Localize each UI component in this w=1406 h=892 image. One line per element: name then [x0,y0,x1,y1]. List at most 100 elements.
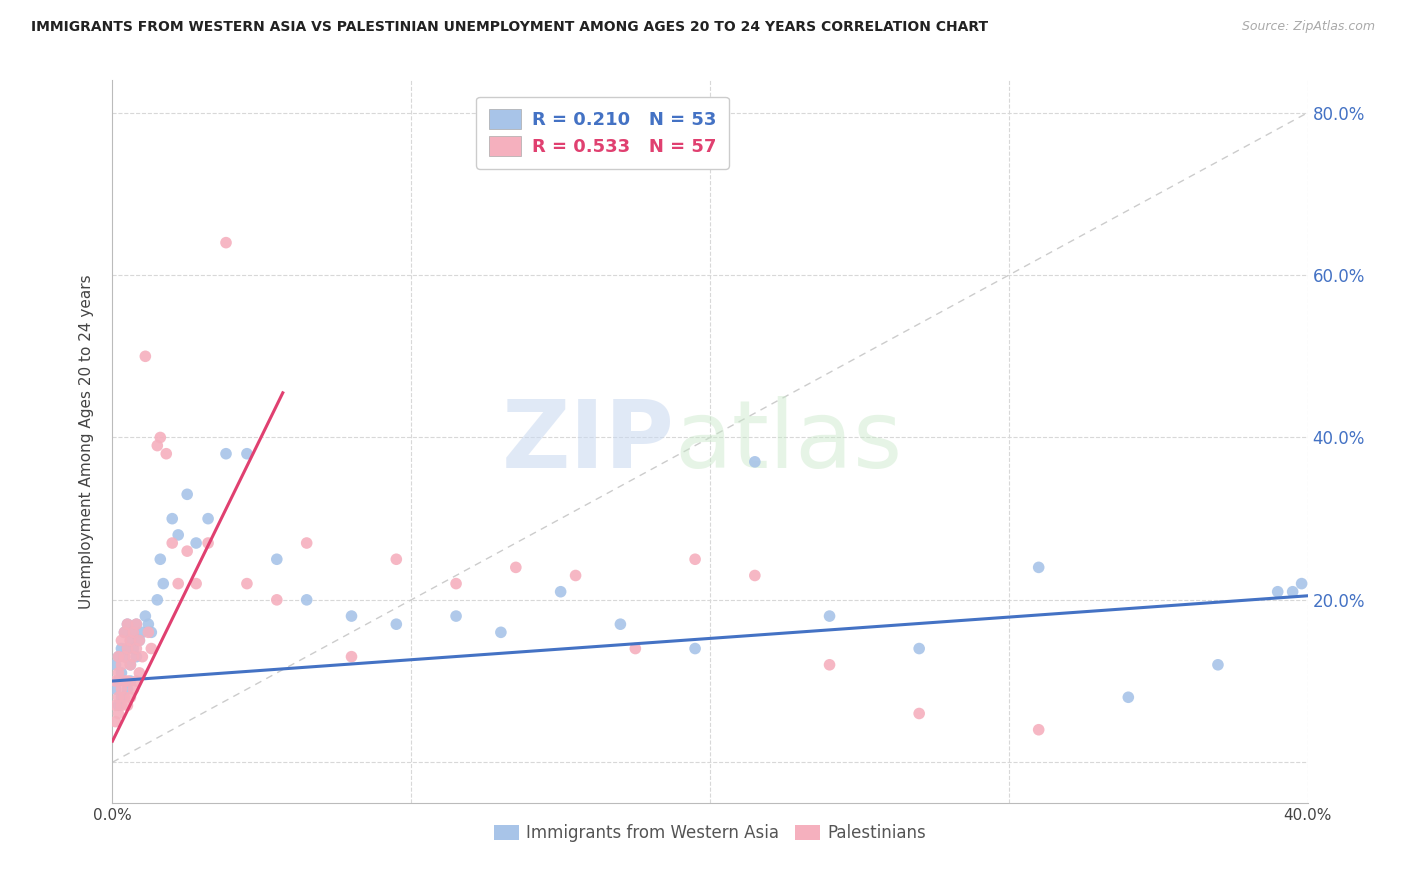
Point [117,673,139,688]
Point [146,592,169,607]
Point [197,511,219,525]
Point [104,682,127,697]
Point [114,625,135,640]
Point [266,592,288,607]
Point [162,511,183,525]
Point [125,649,148,664]
Point [550,584,572,599]
Point [107,698,129,713]
Point [120,673,142,688]
Point [340,649,363,664]
Point [104,657,127,672]
Point [117,617,139,632]
Point [107,649,129,664]
Point [114,649,135,664]
Point [564,568,586,582]
Point [110,698,132,713]
Point [120,657,142,672]
Point [340,609,363,624]
Point [122,649,145,664]
Point [167,528,190,542]
Point [197,536,219,550]
Point [114,673,135,688]
Point [117,698,139,713]
Point [744,568,766,582]
Point [385,552,408,566]
Text: IMMIGRANTS FROM WESTERN ASIA VS PALESTINIAN UNEMPLOYMENT AMONG AGES 20 TO 24 YEA: IMMIGRANTS FROM WESTERN ASIA VS PALESTIN… [31,20,988,34]
Point [128,633,150,648]
Point [117,617,139,632]
Point [110,690,132,705]
Point [134,349,156,363]
Point [444,576,467,591]
Point [489,625,512,640]
Point [176,544,198,558]
Point [1281,584,1303,599]
Point [110,682,132,697]
Point [295,592,318,607]
Point [624,641,647,656]
Point [125,617,148,632]
Point [107,690,129,705]
Point [120,633,142,648]
Point [1118,690,1140,705]
Point [122,682,145,697]
Point [128,633,150,648]
Point [125,641,148,656]
Point [110,633,132,648]
Point [107,665,129,680]
Point [295,536,318,550]
Point [120,633,142,648]
Point [609,617,631,632]
Point [908,641,931,656]
Point [141,625,163,640]
Point [107,706,129,721]
Point [149,552,172,566]
Point [1028,723,1050,737]
Point [155,447,177,461]
Point [131,649,153,664]
Point [120,657,142,672]
Point [104,714,127,729]
Point [146,439,169,453]
Point [167,576,190,591]
Point [266,552,288,566]
Point [110,657,132,672]
Text: atlas: atlas [675,395,903,488]
Point [149,430,172,444]
Point [215,447,238,461]
Point [236,447,259,461]
Point [818,609,841,624]
Point [138,625,160,640]
Point [908,706,931,721]
Point [117,641,139,656]
Point [186,536,208,550]
Point [125,673,148,688]
Point [138,617,160,632]
Point [1267,584,1289,599]
Point [122,625,145,640]
Point [141,641,163,656]
Point [122,625,145,640]
Point [104,673,127,688]
Y-axis label: Unemployment Among Ages 20 to 24 years: Unemployment Among Ages 20 to 24 years [79,274,94,609]
Point [107,673,129,688]
Point [134,609,156,624]
Point [152,576,174,591]
Point [104,698,127,713]
Point [683,552,706,566]
Point [117,682,139,697]
Point [128,665,150,680]
Point [131,625,153,640]
Point [818,657,841,672]
Point [1206,657,1229,672]
Point [236,576,259,591]
Point [215,235,238,250]
Point [176,487,198,501]
Legend: Immigrants from Western Asia, Palestinians: Immigrants from Western Asia, Palestinia… [488,817,932,848]
Point [110,641,132,656]
Point [125,617,148,632]
Point [162,536,183,550]
Point [683,641,706,656]
Point [1291,576,1313,591]
